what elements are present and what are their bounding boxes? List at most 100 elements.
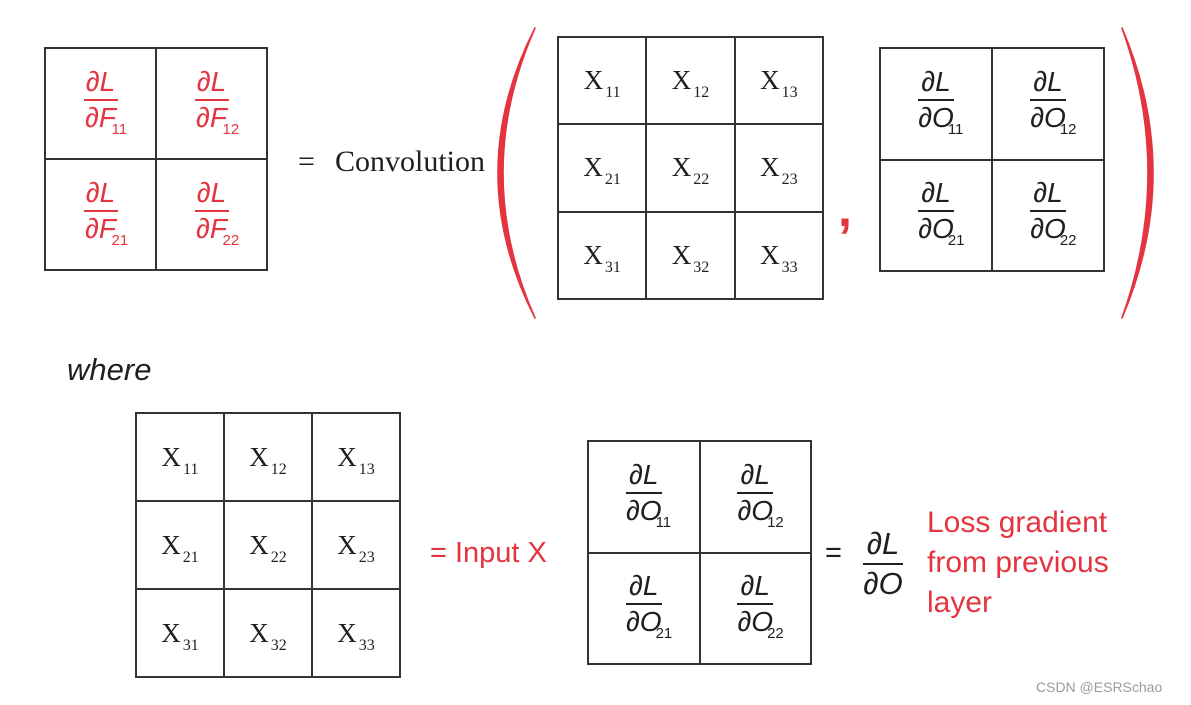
entry-symbol: X <box>249 617 269 648</box>
fraction-numerator: ∂L <box>1033 65 1063 97</box>
matrix-entry: X 11 <box>584 65 621 101</box>
where-input-cell-11: X 11 <box>137 414 223 500</box>
matrix-entry: X 21 <box>583 152 621 188</box>
conv-input-cell-12: X 12 <box>647 38 734 124</box>
conv-input-matrix: X 11 X 12 X 13 X 21 X 22 X 23 X 31 X 32 X 33 <box>557 36 824 300</box>
denominator-symbol: ∂O <box>625 606 662 638</box>
where-input-matrix: X 11 X 12 X 13 X 21 X 22 X 23 X 31 X 32 X 33 <box>135 412 401 678</box>
matrix-entry: X 13 <box>337 441 375 478</box>
fraction-numerator: ∂L <box>921 177 951 209</box>
fraction-denominator: ∂O <box>863 568 903 600</box>
fraction-numerator: ∂L <box>921 65 951 97</box>
entry-subscript: 13 <box>781 84 798 102</box>
entry-subscript: 33 <box>358 636 375 654</box>
entry-subscript: 21 <box>604 171 621 189</box>
partial-fraction: ∂L ∂O 11 <box>625 460 671 530</box>
entry-subscript: 31 <box>182 636 199 654</box>
fraction-bar <box>737 491 774 494</box>
entry-subscript: 23 <box>781 171 798 189</box>
entry-subscript: 23 <box>358 548 375 566</box>
fraction-bar <box>83 98 118 101</box>
denominator-subscript: 12 <box>1059 120 1077 138</box>
fraction-bar <box>918 210 954 213</box>
entry-symbol: X <box>671 152 692 183</box>
entry-subscript: 21 <box>182 548 199 566</box>
fraction-denominator: ∂O 11 <box>918 103 963 137</box>
denominator-subscript: 21 <box>655 625 673 643</box>
filter-gradient-cell-11: ∂L ∂F 11 <box>46 49 155 158</box>
fraction-numerator: ∂L <box>740 458 770 490</box>
where-output-gradient-matrix: ∂L ∂O 11 ∂L ∂O 12 ∂L ∂O 21 ∂L ∂O 22 <box>587 440 812 665</box>
denominator-symbol: ∂F <box>85 101 116 133</box>
definition-equals-sign: = <box>825 537 842 569</box>
fraction-numerator: ∂L <box>740 570 770 602</box>
denominator-symbol: ∂F <box>196 212 227 244</box>
matrix-entry: X 32 <box>671 239 710 276</box>
filter-gradient-matrix: ∂L ∂F 11 ∂L ∂F 12 ∂L ∂F 21 ∂L ∂F 22 <box>44 47 268 271</box>
gradient-symbol: ∂L ∂O <box>863 528 903 600</box>
partial-fraction: ∂L ∂F 21 <box>83 178 128 248</box>
where-output-gradient-cell-11: ∂L ∂O 11 <box>589 442 699 552</box>
entry-subscript: 31 <box>604 258 621 276</box>
filter-gradient-cell-22: ∂L ∂F 22 <box>157 160 266 269</box>
conv-input-cell-13: X 13 <box>735 38 822 124</box>
matrix-entry: X 22 <box>671 152 710 188</box>
right-parenthesis-shape <box>1121 27 1154 319</box>
entry-symbol: X <box>671 65 692 96</box>
matrix-entry: X 33 <box>760 240 798 276</box>
entry-subscript: 11 <box>183 460 199 478</box>
entry-symbol: X <box>337 441 357 472</box>
entry-symbol: X <box>161 441 182 472</box>
denominator-symbol: ∂O <box>737 494 774 526</box>
partial-fraction: ∂L ∂O 12 <box>1030 65 1077 137</box>
matrix-entry: X 33 <box>337 618 375 654</box>
fraction-bar <box>1030 210 1066 213</box>
fraction-denominator: ∂O 22 <box>737 606 783 642</box>
entry-subscript: 22 <box>693 171 710 189</box>
argument-comma: , <box>838 181 852 237</box>
conv-output-gradient-cell-22: ∂L ∂O 22 <box>993 160 1103 270</box>
entry-subscript: 22 <box>270 548 287 566</box>
fraction-denominator: ∂O 21 <box>625 606 672 642</box>
partial-fraction: ∂L ∂F 12 <box>194 65 239 137</box>
watermark: CSDN @ESRSchao <box>1036 679 1163 695</box>
entry-subscript: 12 <box>270 460 287 478</box>
entry-symbol: X <box>760 152 780 183</box>
fraction-bar <box>194 209 229 212</box>
fraction-bar <box>1030 98 1066 101</box>
where-input-cell-12: X 12 <box>225 414 311 500</box>
conv-output-gradient-cell-11: ∂L ∂O 11 <box>881 49 991 159</box>
denominator-symbol: ∂O <box>737 606 774 638</box>
partial-fraction: ∂L ∂F 22 <box>194 178 239 248</box>
where-output-gradient-cell-22: ∂L ∂O 22 <box>700 553 810 663</box>
denominator-subscript: 22 <box>1059 232 1077 250</box>
conv-input-cell-33: X 33 <box>735 212 822 298</box>
denominator-symbol: ∂O <box>863 566 903 601</box>
matrix-entry: X 22 <box>249 529 287 566</box>
entry-symbol: X <box>671 239 692 270</box>
fraction-denominator: ∂F 21 <box>84 214 128 248</box>
where-input-cell-31: X 31 <box>137 590 223 676</box>
where-input-cell-21: X 21 <box>137 502 223 588</box>
denominator-symbol: ∂F <box>196 101 227 133</box>
partial-fraction: ∂L ∂O 22 <box>1030 179 1077 248</box>
matrix-entry: X 31 <box>583 240 621 276</box>
fraction-numerator: ∂L <box>866 526 900 561</box>
fraction-denominator: ∂O 12 <box>737 494 783 530</box>
conv-input-cell-32: X 32 <box>647 212 734 298</box>
fraction-numerator: ∂L <box>85 65 116 97</box>
fraction-numerator: ∂L <box>196 65 227 97</box>
conv-input-cell-22: X 22 <box>647 125 734 211</box>
where-input-cell-22: X 22 <box>225 502 311 588</box>
entry-symbol: X <box>249 529 269 560</box>
fraction-numerator: ∂L <box>629 570 659 602</box>
entry-subscript: 33 <box>781 258 798 276</box>
entry-subscript: 11 <box>605 84 621 102</box>
description-line: layer <box>927 586 993 619</box>
entry-subscript: 12 <box>693 84 710 102</box>
partial-fraction: ∂L ∂F 11 <box>83 65 127 137</box>
conv-output-gradient-cell-21: ∂L ∂O 21 <box>881 160 991 270</box>
matrix-entry: X 23 <box>337 529 375 566</box>
entry-symbol: X <box>337 529 357 560</box>
denominator-subscript: 11 <box>111 120 128 138</box>
